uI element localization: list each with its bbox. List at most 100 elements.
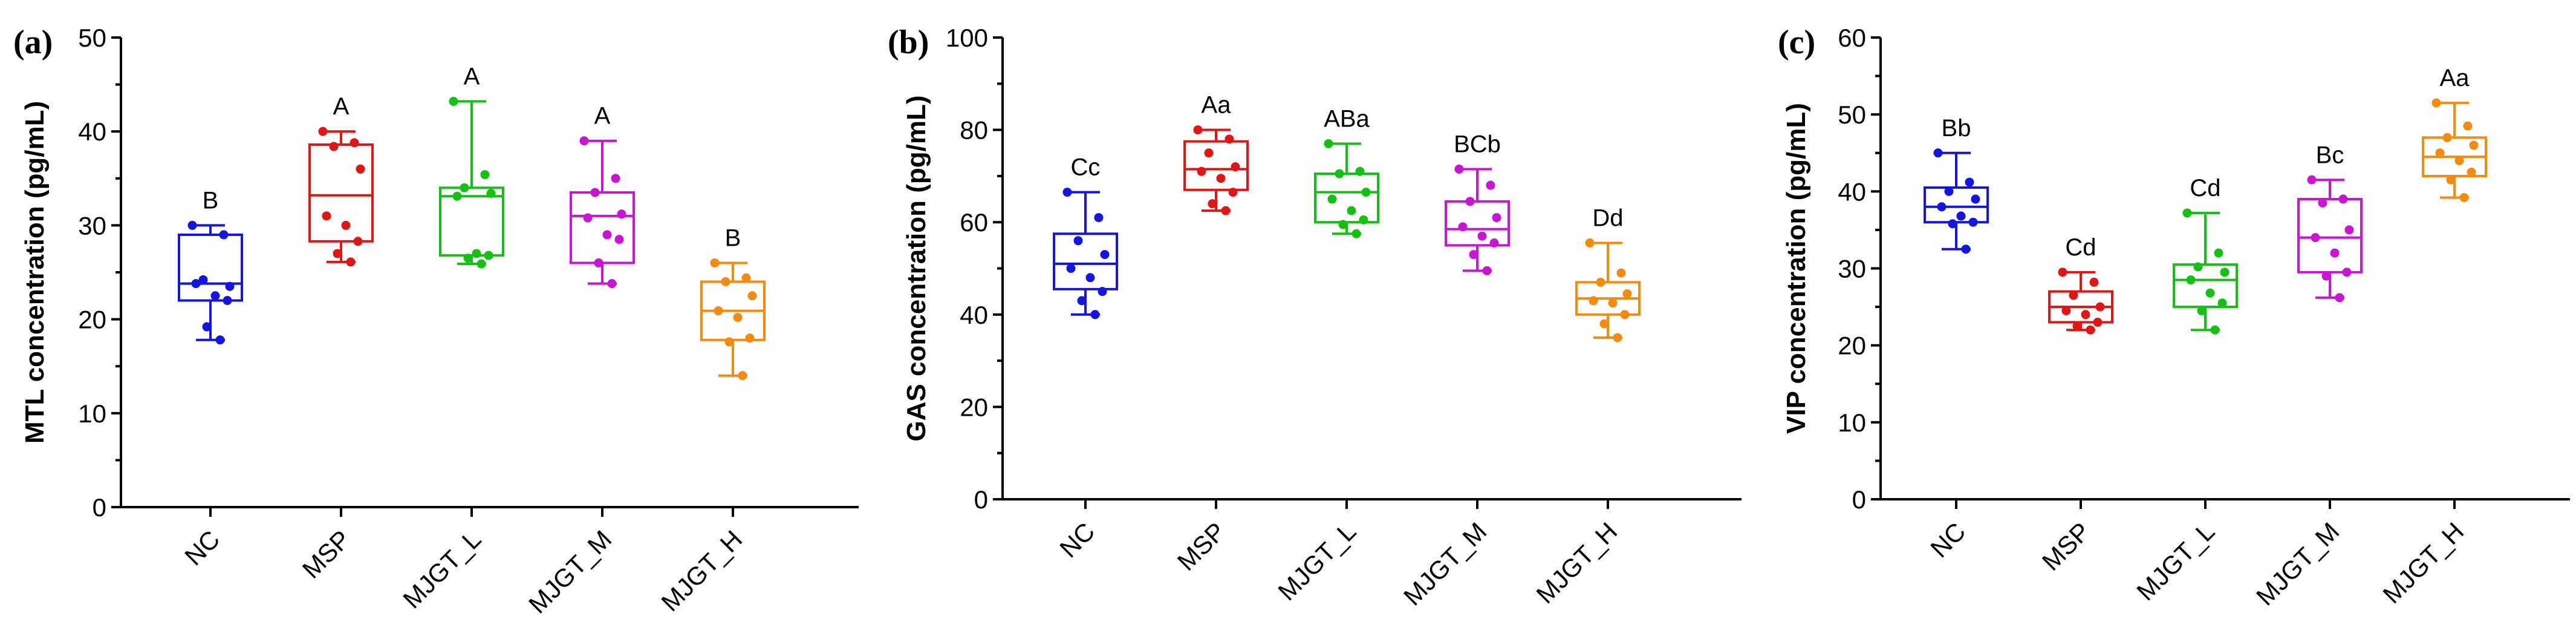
data-point	[1090, 310, 1100, 320]
data-point	[1327, 194, 1337, 204]
category-label: MSP	[297, 525, 356, 584]
data-point	[583, 213, 593, 223]
data-point	[1359, 215, 1368, 225]
y-tick-label: 40	[960, 301, 988, 329]
significance-label: Aa	[2440, 65, 2470, 91]
data-point	[714, 306, 723, 316]
data-point	[2186, 275, 2196, 285]
data-point	[2318, 198, 2327, 208]
y-tick-label: 40	[78, 117, 106, 146]
data-point	[1968, 217, 1978, 227]
significance-label: Cd	[2065, 234, 2096, 261]
data-point	[1599, 319, 1609, 329]
data-point	[480, 170, 490, 180]
category-label: MJGT_M	[523, 525, 617, 618]
y-tick-label: 50	[78, 24, 106, 52]
significance-label: A	[333, 93, 350, 120]
data-point	[2205, 288, 2215, 298]
y-axis-title: VIP concentration (pg/mL)	[1781, 103, 1811, 434]
category-label: NC	[1925, 517, 1971, 563]
data-point	[1616, 268, 1626, 278]
data-point	[2086, 325, 2095, 335]
data-point	[318, 126, 328, 136]
data-point	[2089, 277, 2099, 287]
data-point	[2182, 208, 2192, 218]
data-point	[1100, 250, 1110, 260]
data-point	[210, 291, 220, 301]
data-point	[202, 322, 212, 332]
y-tick-label: 0	[974, 485, 988, 514]
y-tick-label: 20	[1838, 332, 1866, 360]
y-tick-label: 60	[1838, 24, 1866, 52]
panel-a: (a) MTL concentration (pg/mL) 0 10 20 30 40 50 B…	[13, 24, 859, 618]
significance-label: Bb	[1942, 115, 1971, 142]
significance-label: Cc	[1071, 154, 1101, 181]
data-point	[2321, 271, 2331, 281]
data-point	[215, 335, 225, 345]
category-label: MJGT_L	[1272, 517, 1361, 606]
box-iqr	[1183, 140, 1249, 191]
data-point	[472, 249, 481, 258]
significance-label: Bc	[2316, 142, 2344, 168]
box-iqr	[1445, 200, 1510, 247]
data-point	[2442, 133, 2452, 142]
category-label: MJGT_H	[1530, 517, 1622, 609]
box-iqr	[178, 233, 243, 302]
data-point	[1231, 162, 1240, 172]
data-point	[1094, 213, 1104, 223]
data-point	[1197, 166, 1206, 176]
data-point	[1066, 264, 1076, 273]
y-axis-title: MTL concentration (pg/mL)	[20, 101, 50, 444]
data-point	[322, 211, 331, 221]
y-tick-label: 60	[960, 208, 988, 237]
data-point	[1335, 169, 1344, 179]
data-point	[1482, 266, 1492, 275]
data-point	[1193, 125, 1203, 135]
data-point	[1458, 222, 1468, 232]
data-point	[2072, 321, 2082, 331]
data-point	[1486, 180, 1495, 190]
data-point	[1492, 213, 1501, 223]
data-point	[1062, 188, 1072, 197]
data-point	[1338, 220, 1348, 229]
data-point	[2342, 267, 2352, 277]
data-point	[2344, 225, 2354, 235]
data-point	[1956, 211, 1966, 221]
data-point	[745, 333, 755, 343]
data-point	[1937, 202, 1947, 212]
y-tick-label: 30	[1838, 255, 1866, 283]
data-point	[721, 277, 730, 287]
category-label: MJGT_L	[397, 525, 486, 614]
data-point	[2081, 310, 2090, 320]
data-point	[1454, 164, 1464, 174]
data-point	[602, 230, 612, 240]
significance-label: BCb	[1454, 131, 1501, 157]
data-point	[1620, 310, 1630, 320]
data-point	[1933, 148, 1943, 158]
y-tick-label: 10	[1838, 408, 1866, 437]
y-tick-label: 50	[1838, 100, 1866, 129]
box-iqr	[1314, 172, 1379, 224]
data-point	[1465, 197, 1475, 206]
data-point	[191, 279, 201, 289]
box-iqr	[1053, 232, 1118, 290]
panel-b: (b) GAS concentration (pg/mL) 0 20 40 60 80 100…	[888, 24, 1742, 611]
data-point	[1585, 238, 1595, 248]
data-point	[2095, 302, 2105, 312]
data-point	[198, 275, 208, 284]
data-point	[1228, 188, 1238, 197]
data-point	[2467, 168, 2476, 177]
data-point	[724, 337, 734, 347]
data-point	[476, 259, 486, 269]
significance-label: B	[725, 225, 741, 251]
significance-label: Dd	[1592, 205, 1623, 232]
data-point	[2307, 175, 2317, 185]
data-point	[2214, 248, 2223, 258]
data-point	[2210, 325, 2220, 335]
data-point	[1216, 174, 1226, 183]
data-point	[1355, 166, 1365, 176]
data-point	[2338, 194, 2348, 204]
data-point	[346, 257, 356, 267]
data-point	[225, 281, 235, 291]
